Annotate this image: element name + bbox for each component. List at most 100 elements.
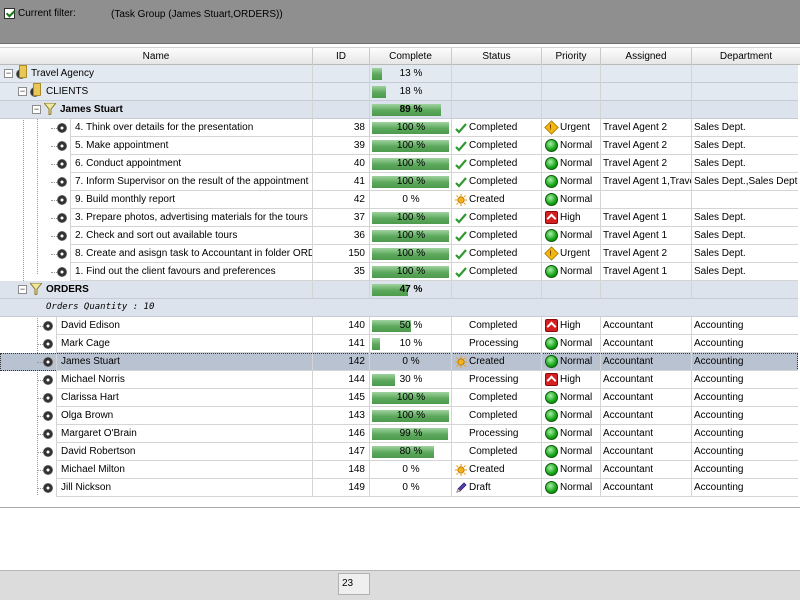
collapse-icon[interactable]: − [18,86,27,96]
status-cell: Processing [452,425,542,443]
status-cell: Completed [452,227,542,245]
department-cell: Sales Dept.,Sales Dept. [692,173,798,191]
filter-expression[interactable]: (Task Group (James Stuart,ORDERS)) [111,9,283,20]
column-header-row: Name ID Complete Status Priority Assigne… [0,47,800,65]
status-text: Completed [469,410,518,421]
task-id: 35 [313,263,370,281]
check-icon [455,159,467,170]
task-row[interactable]: 2. Check and sort out available tours 36 1… [0,227,798,245]
column-header-name[interactable]: Name [0,48,313,65]
order-row[interactable]: Margaret O'Brain 146 99 % Processing Normal A… [0,425,798,443]
order-row[interactable]: Jill Nickson 149 0 % Draft Normal Accountant A… [0,479,798,497]
task-icon [43,447,53,457]
assigned-cell: Accountant [601,461,692,479]
group-row-clients[interactable]: − CLIENTS 18 % [0,83,798,101]
status-text: Processing [469,428,519,439]
order-row[interactable]: James Stuart 142 0 % Created Normal Accountan… [0,353,798,371]
tree-connector [37,344,45,345]
column-header-complete[interactable]: Complete [370,48,452,65]
order-id: 146 [313,425,370,443]
progress-text: 89 % [399,104,423,115]
group-row-james-stuart[interactable]: − James Stuart 89 % [0,101,798,119]
progress-cell: 0 % [370,191,452,209]
normal-icon [545,463,558,476]
department-cell [692,191,798,209]
progress-text: 50 % [399,320,423,331]
priority-cell: Normal [542,407,601,425]
order-row[interactable]: Clarissa Hart 145 100 % Completed Normal Acco… [0,389,798,407]
column-header-id[interactable]: ID [313,48,370,65]
column-header-assigned[interactable]: Assigned [601,48,692,65]
tree-connector [37,488,45,489]
order-row[interactable]: Michael Norris 144 30 % Processing High Accou… [0,371,798,389]
urgent-icon [544,120,559,135]
progress-bar [372,392,449,404]
order-row[interactable]: Mark Cage 141 10 % Processing Normal Accounta… [0,335,798,353]
order-row[interactable]: Olga Brown 143 100 % Completed Normal Account… [0,407,798,425]
normal-icon [545,427,558,440]
task-row[interactable]: 1. Find out the client favours and prefe… [0,263,798,281]
department-cell: Accounting [692,443,798,461]
department-cell: Accounting [692,407,798,425]
progress-cell: 89 % [370,101,452,119]
assigned-cell: Travel Agent 2 [601,245,692,263]
collapse-icon[interactable]: − [4,68,13,78]
normal-icon [545,265,558,278]
task-row[interactable]: 8. Create and asisgn task to Accountant … [0,245,798,263]
task-icon [57,141,67,151]
progress-cell: 0 % [370,353,452,371]
task-row[interactable]: 6. Conduct appointment 40 100 % Completed No… [0,155,798,173]
priority-cell: High [542,317,601,335]
group-row-travel-agency[interactable]: − Travel Agency 13 % [0,65,798,83]
task-id: 40 [313,155,370,173]
priority-cell: Normal [542,227,601,245]
task-id: 37 [313,209,370,227]
order-row[interactable]: David Robertson 147 80 % Completed Normal Acc… [0,443,798,461]
priority-text: Normal [560,230,593,241]
priority-text: Normal [560,194,593,205]
task-icon [57,177,67,187]
column-header-priority[interactable]: Priority [542,48,601,65]
status-text: Processing [469,338,519,349]
task-row[interactable]: 5. Make appointment 39 100 % Completed Norma… [0,137,798,155]
group-label: Travel Agency [31,68,94,79]
progress-text: 100 % [396,410,426,421]
assigned-cell: Travel Agent 2 [601,155,692,173]
department-cell: Accounting [692,335,798,353]
filter-enabled-checkbox[interactable] [4,8,15,19]
progress-bar [372,266,449,278]
tree-connector [37,380,45,381]
column-header-department[interactable]: Department [719,51,773,62]
progress-cell: 100 % [370,173,452,191]
check-icon [455,249,467,260]
high-icon [545,211,558,224]
task-row[interactable]: 7. Inform Supervisor on the result of th… [0,173,798,191]
task-id: 150 [313,245,370,263]
collapse-icon[interactable]: − [32,104,41,114]
task-row[interactable]: 3. Prepare photos, advertising materials… [0,209,798,227]
task-icon [57,213,67,223]
collapse-icon[interactable]: − [18,284,27,294]
assigned-cell: Accountant [601,353,692,371]
priority-text: Normal [560,464,593,475]
task-icon [57,249,67,259]
priority-text: Normal [560,428,593,439]
sun-icon [455,194,467,206]
order-row[interactable]: Michael Milton 148 0 % Created Normal Account… [0,461,798,479]
task-row[interactable]: 9. Build monthly report 42 0 % Created Norma… [0,191,798,209]
task-id: 39 [313,137,370,155]
task-icon [57,123,67,133]
column-header-status[interactable]: Status [452,48,542,65]
progress-text: 100 % [396,230,426,241]
progress-bar [372,140,449,152]
department-cell: Sales Dept. [692,227,798,245]
tree-connector [51,146,59,147]
priority-text: Normal [560,338,593,349]
order-row[interactable]: David Edison 140 50 % Completed High Accounta… [0,317,798,335]
group-row-orders[interactable]: − ORDERS 47 % [0,281,798,299]
progress-cell: 100 % [370,227,452,245]
task-id: 42 [313,191,370,209]
sun-icon [455,356,467,368]
sun-icon [455,464,467,476]
task-row[interactable]: 4. Think over details for the presentati… [0,119,798,137]
